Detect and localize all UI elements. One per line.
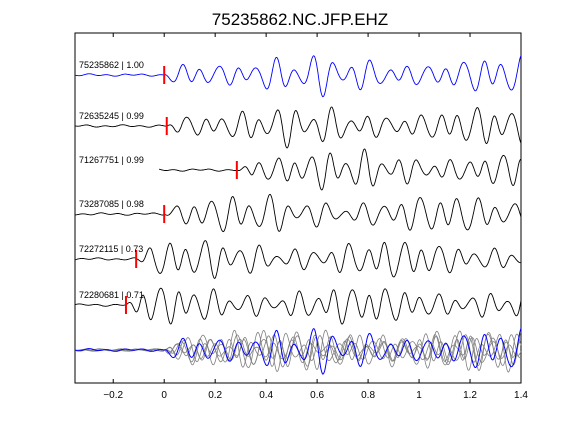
x-tick-label: 0.8 <box>361 390 375 401</box>
x-tick-label: 1.4 <box>514 390 528 401</box>
stack-master-trace <box>74 328 522 375</box>
chart-title: 75235862.NC.JFP.EHZ <box>212 10 388 29</box>
trace-waveform <box>75 193 522 233</box>
trace-label: 72272115 | 0.73 <box>79 244 143 254</box>
trace-label: 72280681 | 0.71 <box>79 290 144 300</box>
trace-label: 73287085 | 0.98 <box>79 199 144 209</box>
trace-label: 71267751 | 0.99 <box>79 155 144 165</box>
trace-waveform <box>74 240 521 279</box>
x-axis: −0.2 0 0.2 0.4 0.6 0.8 1 1.2 1.4 <box>103 33 528 401</box>
x-tick-label: −0.2 <box>103 390 123 401</box>
trace-waveform <box>74 106 522 149</box>
x-tick-label: 1 <box>416 390 422 401</box>
plot-frame <box>74 32 522 384</box>
trace-label: 75235862 | 1.00 <box>79 60 144 70</box>
x-tick-label: 0 <box>161 390 167 401</box>
x-tick-label: 0.6 <box>310 390 324 401</box>
trace-label: 72635245 | 0.99 <box>79 111 144 121</box>
trace-waveform <box>74 55 522 98</box>
x-tick-label: 0.4 <box>259 390 273 401</box>
x-tick-label: 0.2 <box>208 390 222 401</box>
x-tick-label: 1.2 <box>463 390 477 401</box>
trace-waveform <box>74 287 522 325</box>
trace-waveform <box>158 148 522 191</box>
traces-group: 75235862 | 1.00 72635245 | 0.99 71267751 |… <box>74 55 522 375</box>
